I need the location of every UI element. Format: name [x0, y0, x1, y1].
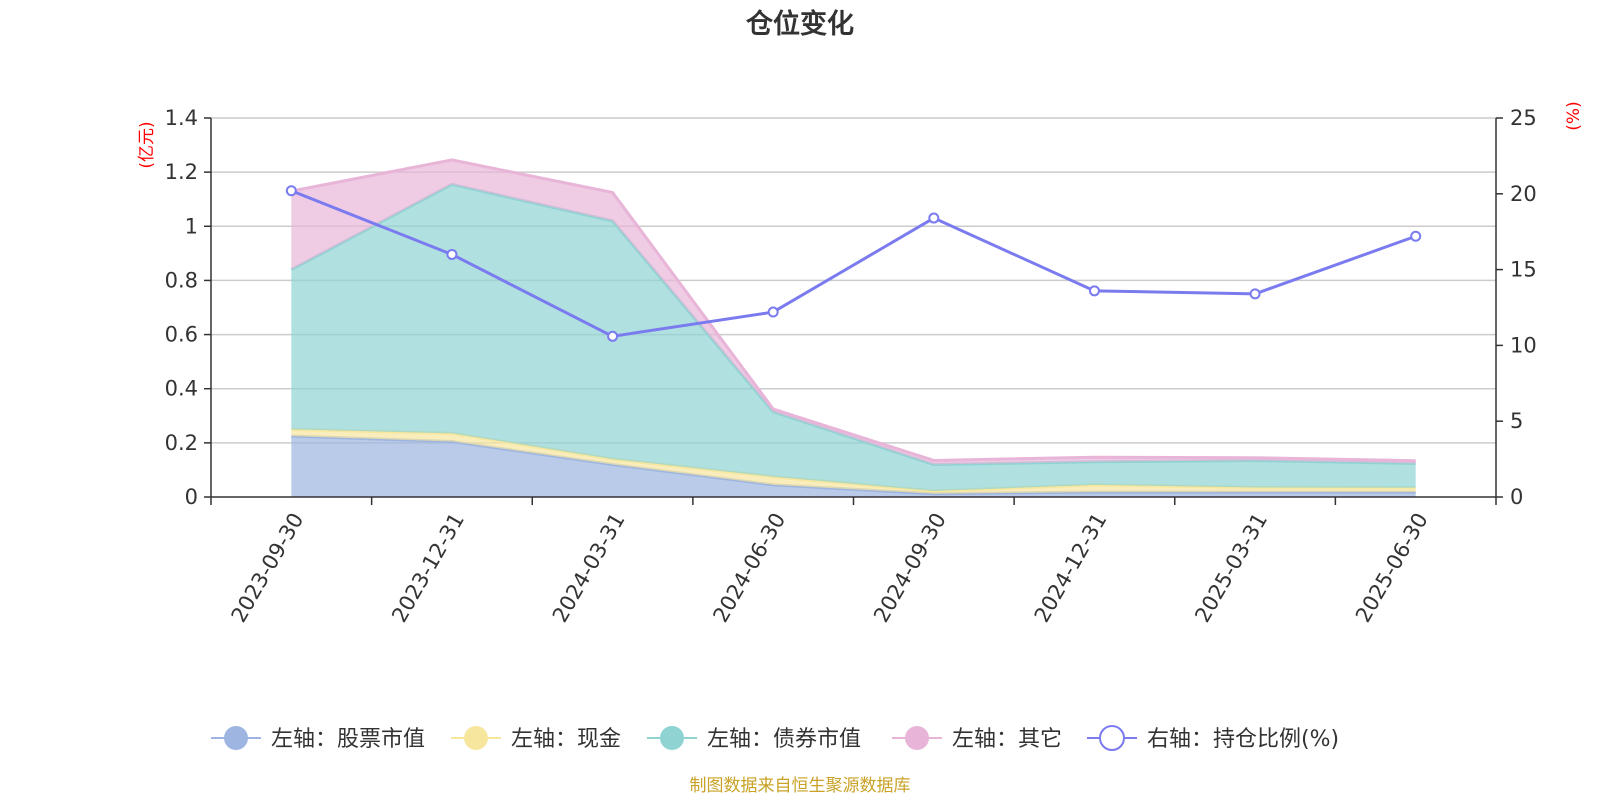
- x-axis-category-label: 2023-12-31: [387, 509, 469, 627]
- legend-item: 左轴：股票市值: [211, 726, 425, 752]
- area-top-line: [291, 158, 1416, 463]
- left-axis-tick-label: 0.8: [165, 268, 198, 292]
- legend-label: 左轴：股票市值: [271, 727, 425, 752]
- x-axis-category-label: 2024-03-31: [548, 509, 630, 627]
- ratio-line-point: [607, 330, 619, 342]
- legend-item: 右轴：持仓比例(%): [1087, 725, 1339, 752]
- legend-swatch-marker: [660, 726, 684, 750]
- chart-title: 仓位变化: [745, 8, 854, 40]
- ratio-line-point: [1410, 230, 1422, 242]
- ratio-line: [285, 185, 1422, 342]
- legend-swatch-marker: [224, 726, 248, 750]
- ratio-line-point: [1088, 285, 1100, 297]
- x-axis-category-label: 2023-09-30: [227, 509, 309, 627]
- data-source-note: 制图数据来自恒生聚源数据库: [690, 776, 911, 796]
- ratio-line-point: [928, 212, 940, 224]
- ratio-line-point: [446, 248, 458, 260]
- left-axis-tick-label: 1: [185, 214, 198, 238]
- area-band: [291, 429, 1416, 494]
- right-axis-tick-label: 25: [1510, 106, 1537, 130]
- area-band: [291, 159, 1416, 465]
- ratio-line-point: [285, 185, 297, 197]
- legend-item: 左轴：债券市值: [647, 726, 861, 752]
- legend-label: 左轴：现金: [511, 727, 621, 752]
- left-axis-tick-label: 0.4: [165, 377, 198, 401]
- legend-swatch-marker: [464, 726, 488, 750]
- x-axis-category-label: 2024-09-30: [869, 509, 951, 627]
- left-axis-tick-label: 0: [185, 485, 198, 509]
- x-axis-category-label: 2024-12-31: [1030, 509, 1112, 627]
- stacked-areas: [290, 158, 1416, 497]
- legend-swatch-marker: [1099, 725, 1125, 751]
- area-band: [291, 436, 1416, 497]
- ratio-line-point: [767, 306, 779, 318]
- legend: 左轴：股票市值 左轴：现金 左轴：债券市值 左轴：其它 右轴：持仓比例(%): [211, 725, 1339, 752]
- x-axis-category-label: 2025-03-31: [1190, 509, 1272, 627]
- left-axis-unit: (亿元): [137, 121, 157, 168]
- right-axis-tick-label: 10: [1510, 333, 1537, 357]
- legend-item: 左轴：其它: [892, 726, 1062, 752]
- legend-label: 右轴：持仓比例(%): [1147, 727, 1339, 752]
- legend-label: 左轴：债券市值: [707, 727, 861, 752]
- legend-label: 左轴：其它: [952, 727, 1062, 752]
- left-axis-tick-label: 0.2: [165, 431, 198, 455]
- left-axis-tick-label: 0.6: [165, 323, 198, 347]
- right-axis-tick-label: 20: [1510, 182, 1537, 206]
- ratio-line-point: [1249, 288, 1261, 300]
- right-axis-tick-label: 15: [1510, 258, 1537, 282]
- ratio-line-path: [290, 189, 1417, 338]
- right-axis-unit: (%): [1564, 101, 1584, 130]
- x-axis-category-label: 2024-06-30: [708, 509, 790, 627]
- right-axis-tick-label: 5: [1510, 409, 1523, 433]
- legend-item: 左轴：现金: [451, 726, 621, 752]
- right-axis-tick-label: 0: [1510, 485, 1523, 509]
- left-axis-tick-label: 1.4: [165, 106, 198, 130]
- x-axis-category-label: 2025-06-30: [1351, 509, 1433, 627]
- area-band: [291, 184, 1416, 492]
- legend-swatch-marker: [905, 726, 929, 750]
- left-axis-tick-label: 1.2: [165, 160, 198, 184]
